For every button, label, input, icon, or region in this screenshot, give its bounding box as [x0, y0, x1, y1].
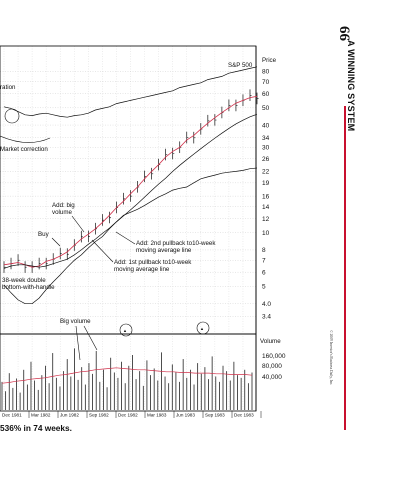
- copyright-notice: © 2009 Investor's Business Daily, Inc.: [329, 330, 333, 386]
- marker-circle-2: [196, 321, 210, 335]
- price-tick-label: 34: [262, 135, 270, 142]
- base-circle: [4, 108, 20, 124]
- annotation-double-bottom-2: bottom-with-handle: [2, 284, 55, 291]
- price-tick-label: 6: [262, 270, 266, 277]
- x-tick-label: Dec 1981: [2, 413, 22, 418]
- market-correction-arc: [0, 135, 51, 143]
- annotation-add-big-volume-1: Add: big: [52, 202, 75, 209]
- volume-axis-labels: 160,000 80,000 40,000: [262, 353, 286, 381]
- x-axis-labels: Dec 1981 Mar 1982 Jun 1982 Sep 1982 Dec 1982…: [2, 411, 262, 418]
- volume-tick-label: 80,000: [262, 363, 282, 370]
- ma10-line: [3, 95, 258, 268]
- marker-circle-1: [119, 323, 133, 337]
- price-tick-label: 14: [262, 204, 270, 211]
- annotation-pointers: [0, 108, 136, 361]
- price-tick-label: 80: [262, 69, 270, 76]
- price-tick-label: 40: [262, 122, 270, 129]
- price-tick-label: 60: [262, 91, 270, 98]
- x-tick-label: Jun 1983: [176, 413, 195, 418]
- price-tick-label: 16: [262, 193, 270, 200]
- volume-tick-label: 160,000: [262, 353, 286, 360]
- x-tick-label: Dec 1982: [118, 413, 138, 418]
- price-tick-label: 10: [262, 230, 270, 237]
- annotation-market-correction: Market correction: [0, 146, 48, 153]
- pointer-buy: [51, 237, 61, 247]
- price-tick-label: 19: [262, 180, 270, 187]
- volume-ma-line: [1, 367, 253, 384]
- annotation-big-volume: Big volume: [60, 318, 91, 325]
- x-tick-label: Sep 1983: [205, 413, 225, 418]
- price-tick-label: 4.0: [262, 301, 271, 308]
- pointer-big-volume-1: [75, 325, 81, 361]
- volume-markers: ▲ ▲: [119, 321, 210, 337]
- x-tick-label: Mar 1983: [147, 413, 167, 418]
- price-tick-label: 12: [262, 216, 270, 223]
- price-axis-title: Price: [262, 57, 277, 64]
- annotation-2nd-pullback-1: Add: 2nd pullback to10-week: [136, 240, 216, 247]
- marker-1-text: ▲: [123, 328, 127, 333]
- pointer-2nd-pullback: [115, 231, 136, 245]
- annotation-ration: ration: [0, 84, 16, 91]
- price-bars: [3, 89, 259, 273]
- volume-tick-label: 40,000: [262, 374, 282, 381]
- pointer-1st-pullback: [91, 239, 114, 263]
- ma40-line: [3, 113, 258, 269]
- price-tick-label: 26: [262, 156, 270, 163]
- pointer-add-big-volume: [71, 215, 85, 233]
- annotation-buy: Buy: [38, 231, 50, 238]
- red-rule: [344, 106, 346, 430]
- price-tick-label: 3.4: [262, 314, 271, 321]
- marker-2-text: ▲: [200, 326, 204, 331]
- relative-strength-line: [3, 167, 258, 305]
- chart-grid: [0, 46, 256, 411]
- chart-title: S&P 500: [228, 62, 253, 69]
- price-tick-label: 50: [262, 105, 270, 112]
- figure-caption: 536% in 74 weeks.: [0, 423, 72, 433]
- price-tick-label: 22: [262, 169, 270, 176]
- annotation-1st-pullback-2: moving average line: [114, 266, 170, 273]
- price-axis-labels: 80 70 60 50 40 34 30 26 22 19 16 14 12 10 8 7 6 5 4.0 3.4: [262, 69, 271, 321]
- annotation-1st-pullback-1: Add: 1st pullback to10-week: [114, 259, 192, 266]
- annotation-double-bottom-1: 38-week double: [2, 277, 46, 284]
- page-number: 66: [336, 26, 352, 41]
- annotation-add-big-volume-2: volume: [52, 209, 73, 216]
- volume-bars: [1, 348, 253, 410]
- x-tick-label: Mar 1982: [31, 413, 51, 418]
- x-tick-label: Sep 1982: [89, 413, 109, 418]
- price-tick-label: 8: [262, 247, 266, 254]
- x-tick-label: Jun 1982: [60, 413, 79, 418]
- price-tick-label: 7: [262, 258, 266, 265]
- price-tick-label: 70: [262, 79, 270, 86]
- annotation-2nd-pullback-2: moving average line: [136, 247, 192, 254]
- sp500-line: [3, 66, 258, 118]
- volume-axis-title: Volume: [260, 338, 281, 345]
- pointer-big-volume-2: [83, 325, 98, 351]
- price-tick-label: 30: [262, 145, 270, 152]
- price-tick-label: 5: [262, 284, 266, 291]
- running-head: A WINNING SYSTEM: [346, 40, 356, 132]
- x-tick-label: Dec 1983: [234, 413, 254, 418]
